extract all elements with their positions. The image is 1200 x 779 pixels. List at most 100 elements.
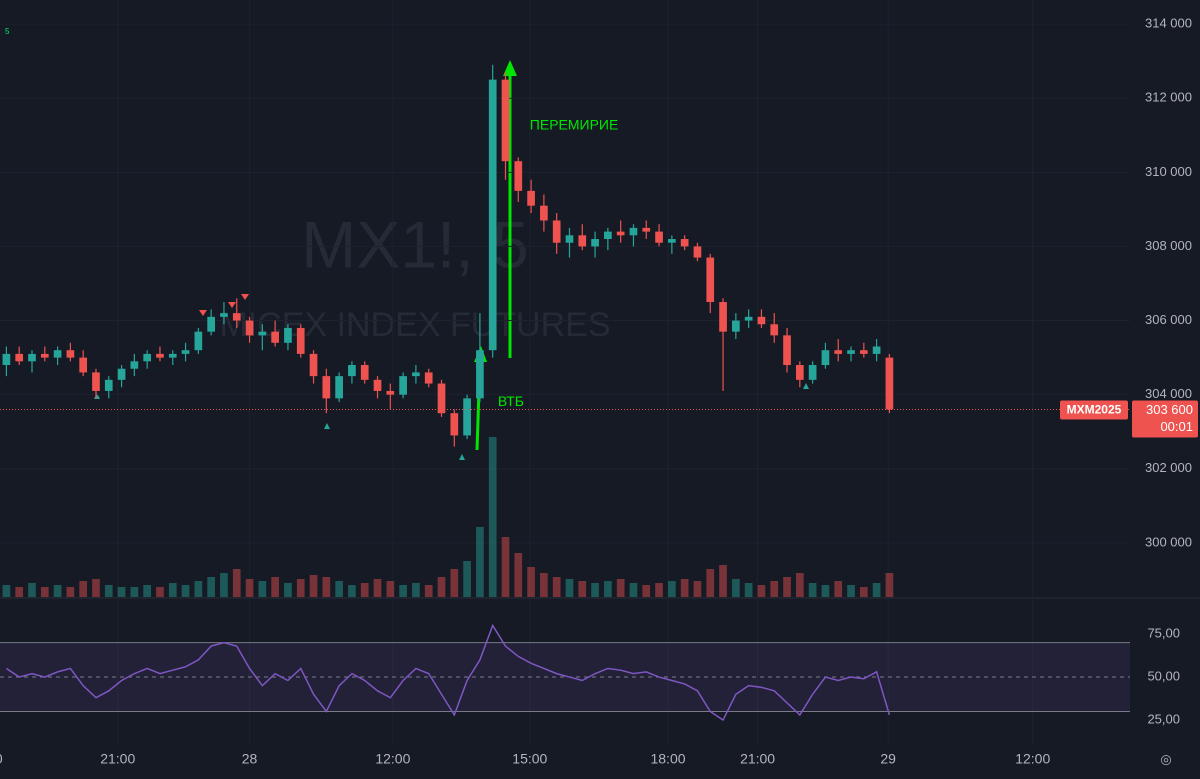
volume-bar xyxy=(130,587,139,597)
candle-body xyxy=(296,327,305,354)
candle-body xyxy=(872,346,881,354)
price-badge xyxy=(1132,400,1198,438)
volume-bar xyxy=(66,587,75,597)
volume-bar xyxy=(92,579,100,597)
candle-body xyxy=(821,350,830,366)
candle-body xyxy=(463,398,471,436)
volume-bar xyxy=(450,569,459,597)
candle-body xyxy=(373,379,382,391)
candle-body xyxy=(168,353,177,358)
candle-body xyxy=(514,161,523,191)
candle-body xyxy=(540,205,548,221)
volume-bar xyxy=(207,577,215,597)
volume-bar xyxy=(348,585,356,597)
settings-icon[interactable]: ◎ xyxy=(1160,751,1171,766)
candle-body xyxy=(40,353,49,358)
volume-bar xyxy=(309,575,318,597)
y-tick-label: 308 000 xyxy=(1145,238,1192,253)
y-tick-label: 310 000 xyxy=(1145,164,1192,179)
volume-bar xyxy=(719,565,727,597)
candle-body xyxy=(642,227,651,232)
volume-bar xyxy=(821,585,830,597)
volume-bar xyxy=(360,583,369,597)
volume-bar xyxy=(373,579,382,597)
volume-bar xyxy=(629,583,638,597)
candle-body xyxy=(309,353,318,377)
x-tick-label: 0 xyxy=(0,751,3,767)
candle-body xyxy=(744,316,753,321)
candle-body xyxy=(258,331,267,336)
timer-label: 00:01 xyxy=(1160,419,1193,434)
annotation: ПЕРЕМИРИЕ xyxy=(530,117,619,133)
volume-bar xyxy=(488,437,497,597)
volume-bar xyxy=(386,581,395,597)
x-tick-label: 28 xyxy=(242,751,258,767)
volume-bar xyxy=(424,585,433,597)
volume-bar xyxy=(783,577,791,597)
candle-body xyxy=(207,316,215,332)
candle-body xyxy=(501,79,510,162)
candle-body xyxy=(655,231,663,243)
volume-bar xyxy=(834,581,843,597)
candle-body xyxy=(450,413,459,436)
x-tick-label: 21:00 xyxy=(100,751,135,767)
volume-bar xyxy=(770,581,779,597)
y-tick-label: 306 000 xyxy=(1145,312,1192,327)
candle-body xyxy=(28,353,36,362)
candle-body xyxy=(15,353,24,362)
volume-bar xyxy=(463,561,471,597)
candle-body xyxy=(680,239,689,247)
volume-bar xyxy=(514,553,523,597)
candle-body xyxy=(604,231,612,240)
y-tick-label: 300 000 xyxy=(1145,534,1192,549)
y-tick-label: 302 000 xyxy=(1145,460,1192,475)
volume-bar xyxy=(181,585,190,597)
candle-body xyxy=(156,353,164,358)
candle-body xyxy=(668,239,676,243)
volume-bar xyxy=(79,581,88,597)
volume-bar xyxy=(168,583,177,597)
volume-bar xyxy=(322,577,331,597)
x-tick-label: 29 xyxy=(880,751,896,767)
candle-body xyxy=(476,350,484,399)
volume-bar xyxy=(284,583,292,597)
volume-bar xyxy=(578,581,587,597)
candle-body xyxy=(194,331,203,351)
candle-body xyxy=(66,350,75,358)
volume-bar xyxy=(437,577,446,597)
volume-bar xyxy=(40,587,49,597)
volume-bar xyxy=(680,579,689,597)
candle-body xyxy=(181,350,190,354)
volume-bar xyxy=(795,573,804,597)
volume-bar xyxy=(501,537,510,597)
volume-bar xyxy=(668,581,676,597)
candle-body xyxy=(424,372,433,384)
candle-body xyxy=(143,353,152,362)
rsi-band-fill xyxy=(0,642,1130,712)
volume-bar xyxy=(2,585,11,597)
volume-bar xyxy=(143,585,152,597)
volume-bar xyxy=(885,573,894,597)
symbol-label: MXM2025 xyxy=(1067,403,1122,417)
y-tick-label: 314 000 xyxy=(1145,16,1192,31)
candle-body xyxy=(79,357,88,373)
candle-body xyxy=(399,376,407,395)
candle-body xyxy=(847,350,855,354)
rsi-line xyxy=(5,623,891,722)
candle-body xyxy=(130,361,139,369)
candle-body xyxy=(2,353,11,366)
volume-bar xyxy=(565,579,574,597)
last-price-label: 303 600 xyxy=(1146,402,1193,417)
candle-body xyxy=(322,376,331,399)
candle-body xyxy=(859,350,868,354)
grid xyxy=(0,0,1130,745)
candle-body xyxy=(552,220,561,243)
volume-bar xyxy=(15,587,24,597)
volume-bar xyxy=(808,583,817,597)
volume-bar xyxy=(591,583,599,597)
volume-bar xyxy=(53,585,62,597)
annotation: ВТБ xyxy=(498,393,524,409)
volume-bar xyxy=(28,583,36,597)
volume-bar xyxy=(117,587,126,597)
candle-body xyxy=(706,257,715,303)
